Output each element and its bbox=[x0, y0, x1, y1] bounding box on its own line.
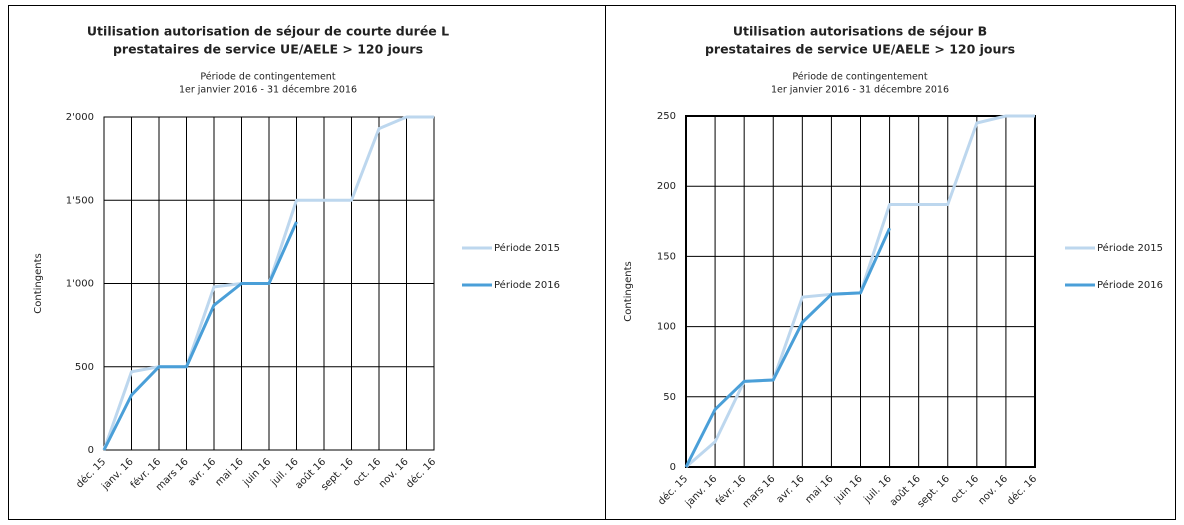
y-axis-label: Contingents bbox=[33, 253, 44, 313]
x-tick-label: juin 16 bbox=[241, 456, 274, 489]
y-tick-label: 100 bbox=[657, 322, 676, 333]
y-tick-label: 200 bbox=[657, 181, 676, 192]
chart-title: prestataires de service UE/AELE > 120 jo… bbox=[113, 42, 423, 57]
legend-label: Période 2015 bbox=[494, 242, 560, 254]
y-tick-label: 50 bbox=[663, 392, 676, 403]
x-tick-label: avr. 16 bbox=[186, 456, 218, 488]
plot-border bbox=[685, 115, 1036, 468]
y-tick-label: 1'500 bbox=[66, 195, 94, 206]
series-line bbox=[684, 227, 891, 468]
x-tick-label: mai 16 bbox=[803, 473, 835, 505]
y-tick-label: 500 bbox=[75, 362, 94, 373]
x-tick-label: déc. 16 bbox=[404, 456, 439, 491]
y-tick-label: 250 bbox=[657, 111, 676, 122]
x-tick-label: mars 16 bbox=[741, 473, 778, 510]
x-tick-label: mai 16 bbox=[214, 456, 246, 488]
frame bbox=[8, 5, 1176, 520]
x-tick-label: oct. 16 bbox=[949, 473, 981, 505]
chart-subtitle: 1er janvier 2016 - 31 décembre 2016 bbox=[771, 85, 949, 96]
series-line bbox=[102, 221, 298, 451]
x-tick-label: sept. 16 bbox=[915, 473, 952, 510]
chart-title: Utilisation autorisation de séjour de co… bbox=[87, 24, 449, 39]
chart-subtitle: Période de contingentement bbox=[200, 72, 335, 83]
legend-label: Période 2016 bbox=[494, 279, 560, 291]
y-tick-label: 0 bbox=[88, 445, 94, 456]
chart-title: prestataires de service UE/AELE > 120 jo… bbox=[705, 42, 1015, 57]
y-tick-label: 1'000 bbox=[66, 279, 94, 290]
x-tick-label: déc. 16 bbox=[1005, 473, 1040, 508]
legend-label: Période 2015 bbox=[1097, 242, 1163, 254]
chart-subtitle: 1er janvier 2016 - 31 décembre 2016 bbox=[179, 85, 357, 96]
plot-border bbox=[103, 116, 435, 451]
y-axis-label: Contingents bbox=[623, 261, 634, 321]
y-tick-label: 2'000 bbox=[66, 112, 94, 123]
x-tick-label: janv. 16 bbox=[683, 473, 719, 509]
y-tick-label: 150 bbox=[657, 251, 676, 262]
x-tick-label: juin 16 bbox=[832, 473, 865, 506]
chart-subtitle: Période de contingentement bbox=[792, 72, 927, 83]
x-tick-label: nov. 16 bbox=[976, 473, 1010, 507]
y-tick-label: 0 bbox=[670, 462, 676, 473]
legend-label: Période 2016 bbox=[1097, 279, 1163, 291]
chart-title: Utilisation autorisations de séjour B bbox=[733, 24, 987, 39]
x-tick-label: avr. 16 bbox=[775, 473, 807, 505]
